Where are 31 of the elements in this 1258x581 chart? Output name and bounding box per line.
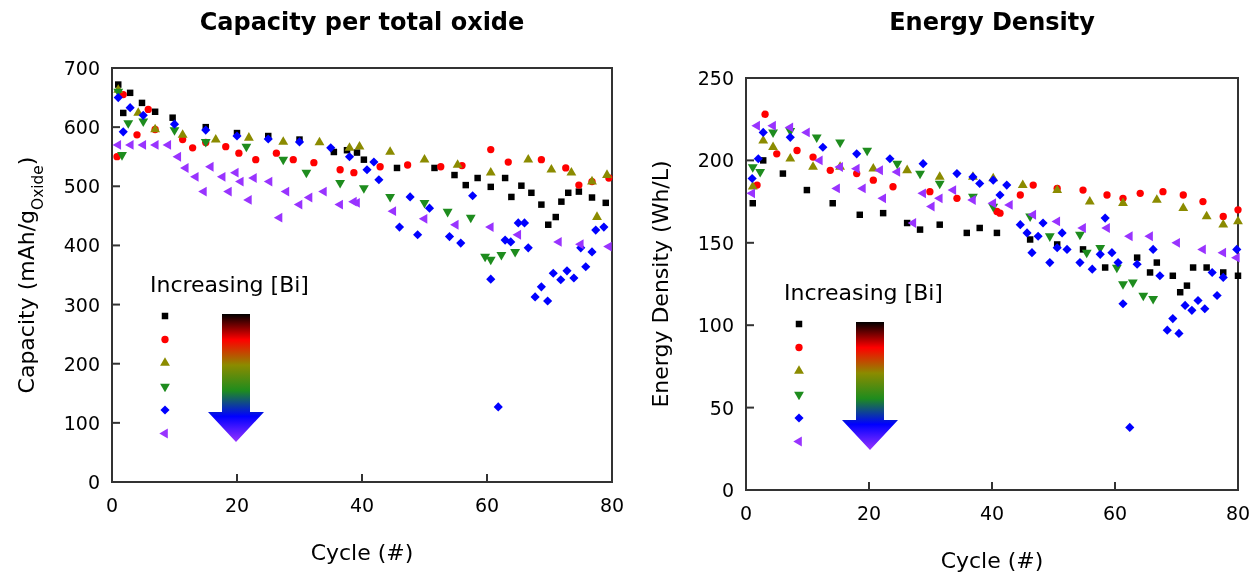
x-tick-label: 60	[474, 494, 500, 516]
x-tick-label: 60	[1102, 502, 1128, 524]
y-tick-label: 200	[697, 149, 734, 172]
y-axis-title: Energy Density (Wh/L)	[648, 160, 673, 408]
y-tick-label: 700	[63, 57, 100, 79]
y-tick-label: 500	[63, 175, 100, 198]
x-tick-label: 20	[224, 494, 250, 516]
x-axis-title: Cycle (#)	[310, 540, 414, 565]
y-tick-label: 100	[63, 411, 100, 434]
annotation: Increasing [Bi]	[150, 272, 309, 297]
x-tick-label: 0	[739, 502, 753, 524]
x-tick-label: 0	[105, 494, 119, 516]
chart-title: Energy Density	[889, 8, 1096, 36]
chart-title: Capacity per total oxide	[199, 8, 525, 36]
x-tick-label: 40	[349, 494, 375, 516]
x-tick-label: 80	[599, 494, 625, 516]
x-axis-title: Cycle (#)	[940, 548, 1044, 573]
y-tick-label: 0	[87, 471, 100, 493]
x-tick-label: 80	[1225, 502, 1251, 524]
y-tick-label: 100	[697, 314, 734, 337]
y-tick-label: 200	[63, 352, 100, 375]
y-tick-label: 150	[697, 231, 734, 254]
y-tick-label: 300	[63, 293, 100, 316]
x-tick-label: 40	[979, 502, 1005, 524]
y-tick-label: 600	[63, 116, 100, 139]
x-tick-label: 20	[856, 502, 882, 524]
annotation: Increasing [Bi]	[784, 280, 943, 305]
y-tick-label: 250	[697, 67, 734, 89]
y-tick-label: 400	[63, 234, 100, 257]
y-tick-label: 0	[721, 479, 734, 501]
y-tick-label: 50	[709, 396, 734, 419]
